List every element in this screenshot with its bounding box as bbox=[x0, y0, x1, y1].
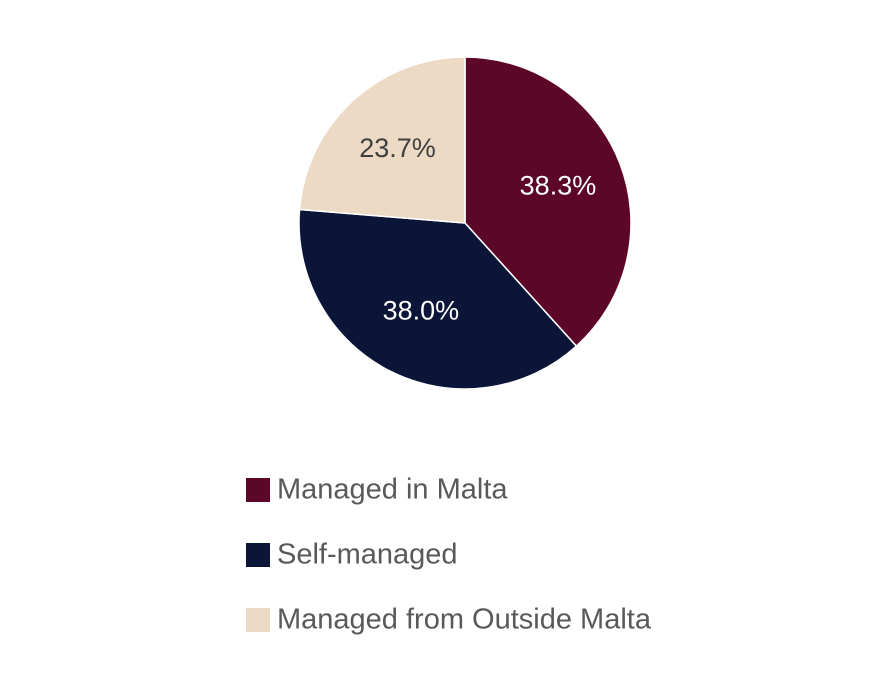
legend-swatch-managed-in-malta bbox=[246, 478, 270, 502]
legend-label-managed-in-malta: Managed in Malta bbox=[277, 474, 508, 506]
pie-slices bbox=[298, 56, 632, 390]
pie-data-labels: 38.3% 38.0% 23.7% bbox=[359, 133, 596, 326]
legend: Managed in Malta Self-managed Managed from… bbox=[246, 474, 652, 636]
data-label-managed-from-outside-malta: 23.7% bbox=[359, 133, 436, 163]
legend-label-self-managed: Self-managed bbox=[277, 539, 458, 571]
legend-swatch-managed-from-outside-malta bbox=[246, 608, 270, 632]
data-label-managed-in-malta: 38.3% bbox=[520, 170, 597, 200]
pie-slice-managed-in-malta bbox=[464, 56, 632, 348]
legend-swatch-self-managed bbox=[246, 543, 270, 567]
pie-slice-self-managed bbox=[298, 208, 578, 390]
legend-label-managed-from-outside-malta: Managed from Outside Malta bbox=[277, 604, 652, 636]
pie-slice-managed-from-outside-malta bbox=[298, 56, 466, 224]
data-label-self-managed: 38.0% bbox=[383, 295, 460, 325]
